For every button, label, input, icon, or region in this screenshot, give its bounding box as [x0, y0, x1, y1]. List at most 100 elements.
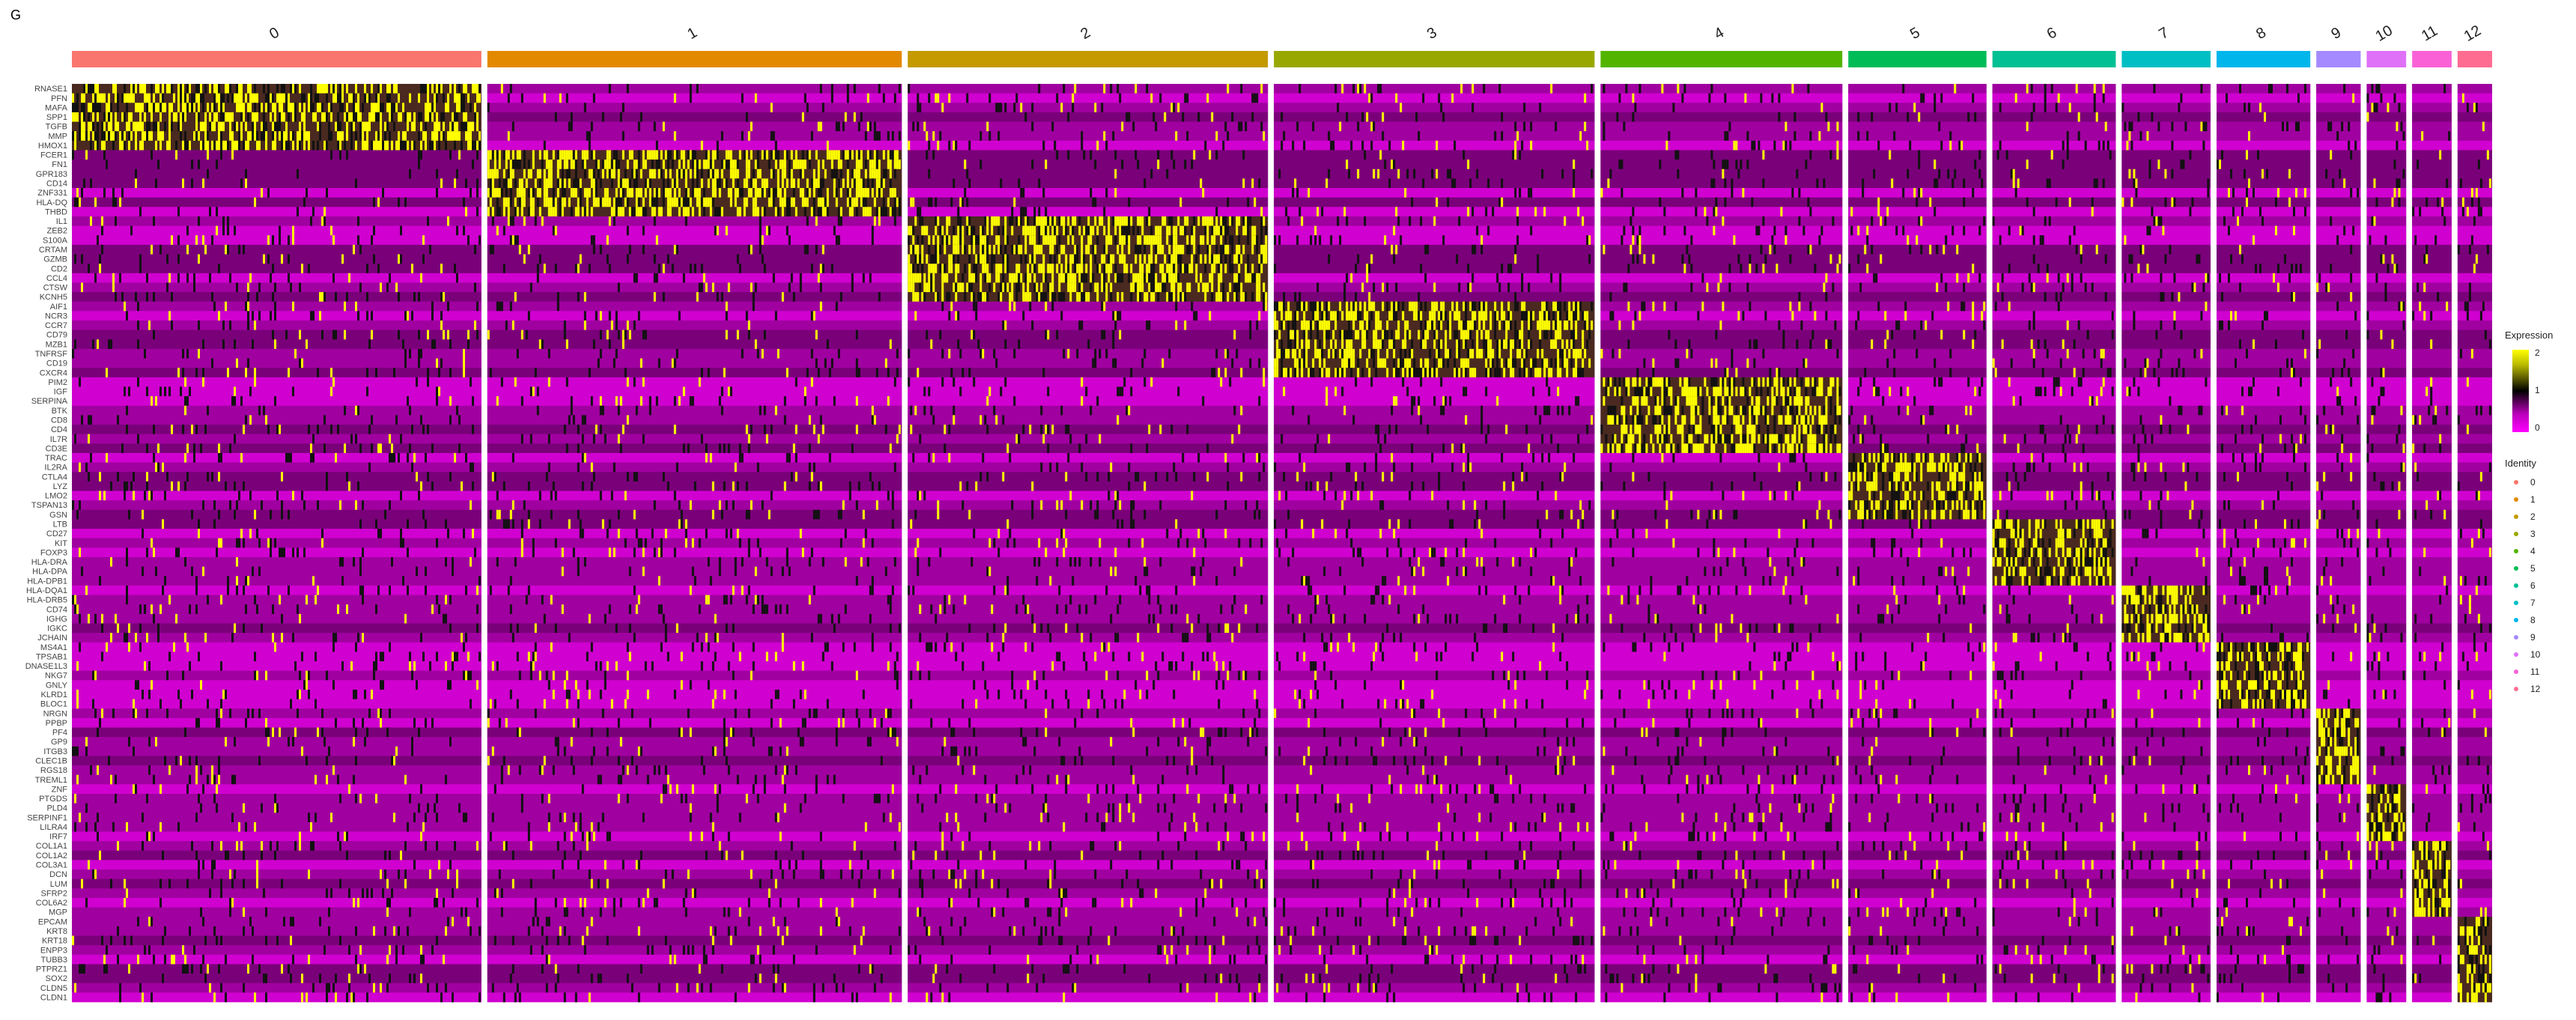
cluster-column: 4 [1600, 24, 1843, 1003]
cluster-column: 9 [2316, 24, 2361, 1003]
gene-tick-label: GZMB [43, 255, 67, 264]
gene-tick-label: PTPRZ1 [36, 965, 67, 974]
gene-tick-label: NKG7 [45, 672, 67, 681]
color-scale-title: Expression [2505, 330, 2554, 341]
cluster-bar [2217, 51, 2311, 67]
cluster-bar [72, 51, 482, 67]
identity-legend-label: 0 [2530, 476, 2536, 488]
gene-tick-label: HLA-DPB1 [27, 577, 67, 586]
gene-tick-label: SOX2 [46, 974, 67, 983]
gene-tick-label: PPBP [46, 719, 67, 728]
legend-dot-icon [2514, 634, 2518, 640]
identity-legend-label: 1 [2530, 494, 2536, 505]
cluster-label: 7 [2156, 24, 2172, 43]
gene-tick-label: HLA-DRA [31, 558, 68, 567]
cluster-column: 7 [2121, 24, 2211, 1003]
identity-legend-label: 5 [2530, 562, 2536, 574]
gene-tick-label: SERPINF1 [27, 813, 67, 822]
gene-tick-label: PF4 [52, 729, 67, 738]
gene-tick-label: KCNH5 [40, 293, 67, 302]
gene-tick-label: IGF [54, 388, 68, 397]
cluster-label: 3 [1424, 24, 1440, 43]
legend-dot-icon [2514, 686, 2518, 691]
cluster-column: 11 [2412, 22, 2452, 1003]
cluster-column: 0 [72, 24, 482, 1003]
identity-legend-label: 4 [2530, 545, 2536, 556]
gene-tick-label: CD19 [46, 359, 67, 368]
identity-legend-item: 0 [2505, 473, 2553, 491]
gene-tick-label: IGKC [47, 625, 67, 634]
gene-tick-label: RNASE1 [34, 85, 67, 94]
gene-tick-label: MGP [49, 908, 67, 917]
gene-tick-label: CLDN1 [40, 993, 67, 1002]
gene-tick-label: PLD4 [46, 804, 67, 813]
identity-legend-label: 2 [2530, 511, 2536, 522]
identity-legend-label: 8 [2530, 614, 2536, 625]
gene-tick-label: CTSW [43, 284, 68, 293]
gene-tick-label: ZEB2 [46, 227, 67, 236]
gene-tick-label: FN1 [52, 160, 67, 169]
cluster-label: 8 [2253, 24, 2269, 43]
gene-tick-label: HLA-DQ [36, 198, 67, 207]
cluster-label: 0 [267, 24, 282, 43]
gene-tick-label: KLRD1 [41, 690, 67, 699]
gene-tick-label: SPP1 [46, 113, 67, 122]
gene-tick-label: TGFB [46, 123, 67, 132]
cluster-bar [1274, 51, 1595, 67]
cluster-label: 9 [2329, 24, 2345, 43]
legend-dot-icon [2514, 669, 2518, 674]
gene-tick-label: CD8 [51, 416, 67, 425]
identity-legend-item: 9 [2505, 628, 2553, 646]
gene-tick-label: NRGN [43, 709, 67, 718]
gene-tick-label: MAFA [45, 103, 68, 112]
cluster-label: 11 [2419, 22, 2440, 44]
gene-tick-label: IGHG [46, 615, 67, 624]
gene-tick-label: KRT18 [42, 937, 67, 946]
gene-tick-label: KIT [55, 539, 67, 548]
gene-tick-label: ZNF [52, 785, 68, 794]
identity-legend-label: 6 [2530, 580, 2536, 591]
cluster-label: 5 [1907, 24, 1923, 43]
cluster-column: 3 [1274, 24, 1595, 1003]
identity-legend-label: 10 [2530, 649, 2541, 660]
gene-tick-label: DCN [49, 870, 67, 879]
gene-tick-label: MZB1 [46, 340, 67, 349]
gene-tick-label: CRTAM [39, 246, 67, 255]
cluster-column: 2 [908, 24, 1269, 1003]
identity-legend: 0 1 2 3 4 5 6 7 8 9 10 11 12 [2505, 473, 2553, 697]
gene-tick-label: ITGB3 [43, 747, 67, 756]
gene-tick-label: LYZ [53, 482, 68, 491]
cluster-label: 12 [2461, 22, 2484, 45]
gene-tick-label: HLA-DQA1 [26, 586, 67, 595]
gene-tick-label: TREML1 [35, 776, 67, 785]
cluster-label: 6 [2044, 24, 2060, 43]
identity-legend-item: 7 [2505, 594, 2553, 611]
legend: Expression 2 1 0 Identity 0 1 2 3 4 5 6 7 8 9 10 11… [2505, 330, 2553, 697]
gene-tick-label: LUM [50, 880, 67, 889]
gene-tick-label: CLDN5 [40, 984, 67, 993]
cluster-bar [2412, 51, 2452, 67]
cluster-column: 1 [487, 24, 902, 1003]
legend-dot-icon [2514, 514, 2518, 519]
gene-tick-label: RGS18 [40, 766, 67, 775]
gene-tick-label: TPSAB1 [36, 652, 67, 661]
gene-tick-label: CD14 [46, 180, 67, 189]
color-scale-bar [2512, 350, 2529, 432]
identity-legend-item: 12 [2505, 680, 2553, 697]
legend-dot-icon [2514, 600, 2518, 605]
gene-tick-label: PFN [51, 94, 67, 103]
cluster-label: 4 [1712, 24, 1728, 43]
cluster-bar [1848, 51, 1987, 67]
identity-legend-item: 8 [2505, 611, 2553, 628]
identity-legend-label: 12 [2530, 683, 2541, 694]
gene-tick-label: KRT8 [46, 927, 67, 936]
gene-tick-label: LTB [53, 520, 67, 529]
identity-legend-label: 3 [2530, 528, 2536, 539]
identity-legend-label: 11 [2530, 666, 2540, 677]
gene-tick-label: CLEC1B [35, 756, 67, 765]
gene-label-axis: RNASE1PFNMAFASPP1TGFBMMPHMOX1FCER1FN1GPR… [25, 85, 68, 1002]
cluster-bar [2457, 51, 2492, 67]
identity-legend-item: 6 [2505, 577, 2553, 594]
cluster-bar [2121, 51, 2211, 67]
gene-tick-label: CCR7 [45, 321, 67, 330]
